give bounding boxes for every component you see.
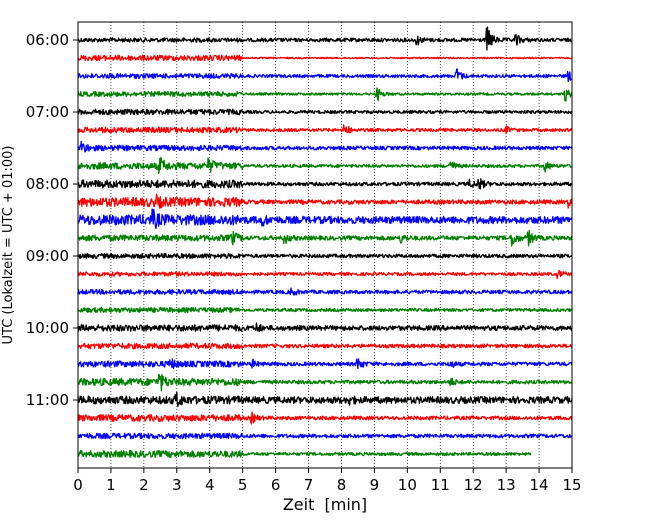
- x-tick-label-0: 0: [73, 476, 83, 494]
- y-tick-label-0600: 06:00: [26, 31, 69, 49]
- x-axis-ticks: 0 1 2 3 4 5 6 7 8 9 10 11 12 13 14 15: [73, 468, 582, 494]
- x-tick-label-6: 6: [271, 476, 281, 494]
- trace-1045: [77, 373, 573, 392]
- x-tick-label-3: 3: [172, 476, 182, 494]
- trace-0700: [77, 108, 573, 116]
- y-tick-label-1000: 10:00: [26, 319, 69, 337]
- x-tick-label-10: 10: [398, 476, 417, 494]
- y-tick-label-0900: 09:00: [26, 247, 69, 265]
- x-tick-label-14: 14: [530, 476, 549, 494]
- trace-0730: [77, 140, 573, 153]
- trace-0900: [77, 252, 573, 259]
- x-tick-label-1: 1: [106, 476, 116, 494]
- y-tick-label-0700: 07:00: [26, 103, 69, 121]
- trace-1030: [77, 358, 573, 370]
- x-tick-label-11: 11: [431, 476, 450, 494]
- x-axis-label: Zeit [min]: [283, 495, 367, 514]
- trace-0845: [77, 229, 573, 247]
- x-tick-label-13: 13: [497, 476, 516, 494]
- trace-1000: [77, 322, 573, 333]
- trace-0915: [77, 269, 573, 280]
- trace-0815: [77, 193, 573, 209]
- trace-0830: [77, 208, 573, 230]
- plot-frame: [77, 21, 573, 469]
- x-tick-label-7: 7: [304, 476, 314, 494]
- trace-0615: [77, 54, 573, 62]
- x-tick-label-9: 9: [370, 476, 380, 494]
- trace-0745: [77, 156, 573, 175]
- trace-0930: [77, 287, 573, 296]
- seismic-traces: [77, 26, 573, 458]
- trace-1015: [77, 342, 573, 350]
- x-tick-label-4: 4: [205, 476, 215, 494]
- trace-1100: [77, 391, 573, 407]
- x-tick-label-15: 15: [562, 476, 581, 494]
- trace-0715: [77, 124, 573, 135]
- x-tick-label-2: 2: [139, 476, 149, 494]
- trace-0630: [77, 68, 573, 82]
- trace-0945: [77, 306, 573, 314]
- trace-1115: [77, 411, 573, 425]
- y-axis-label: UTC (Lokalzeit = UTC + 01:00): [1, 146, 16, 345]
- y-tick-label-1100: 11:00: [26, 391, 69, 409]
- x-tick-label-12: 12: [464, 476, 483, 494]
- trace-0600: [77, 26, 573, 51]
- trace-0800: [77, 178, 573, 190]
- x-tick-label-8: 8: [337, 476, 347, 494]
- grid-lines: [110, 22, 540, 468]
- trace-1130: [77, 432, 573, 440]
- trace-0645: [77, 87, 573, 102]
- y-tick-label-0800: 08:00: [26, 175, 69, 193]
- y-axis-ticks: 06:00 07:00 08:00 09:00 10:00 11:00: [26, 31, 78, 409]
- trace-1145: [77, 450, 532, 458]
- x-tick-label-5: 5: [238, 476, 248, 494]
